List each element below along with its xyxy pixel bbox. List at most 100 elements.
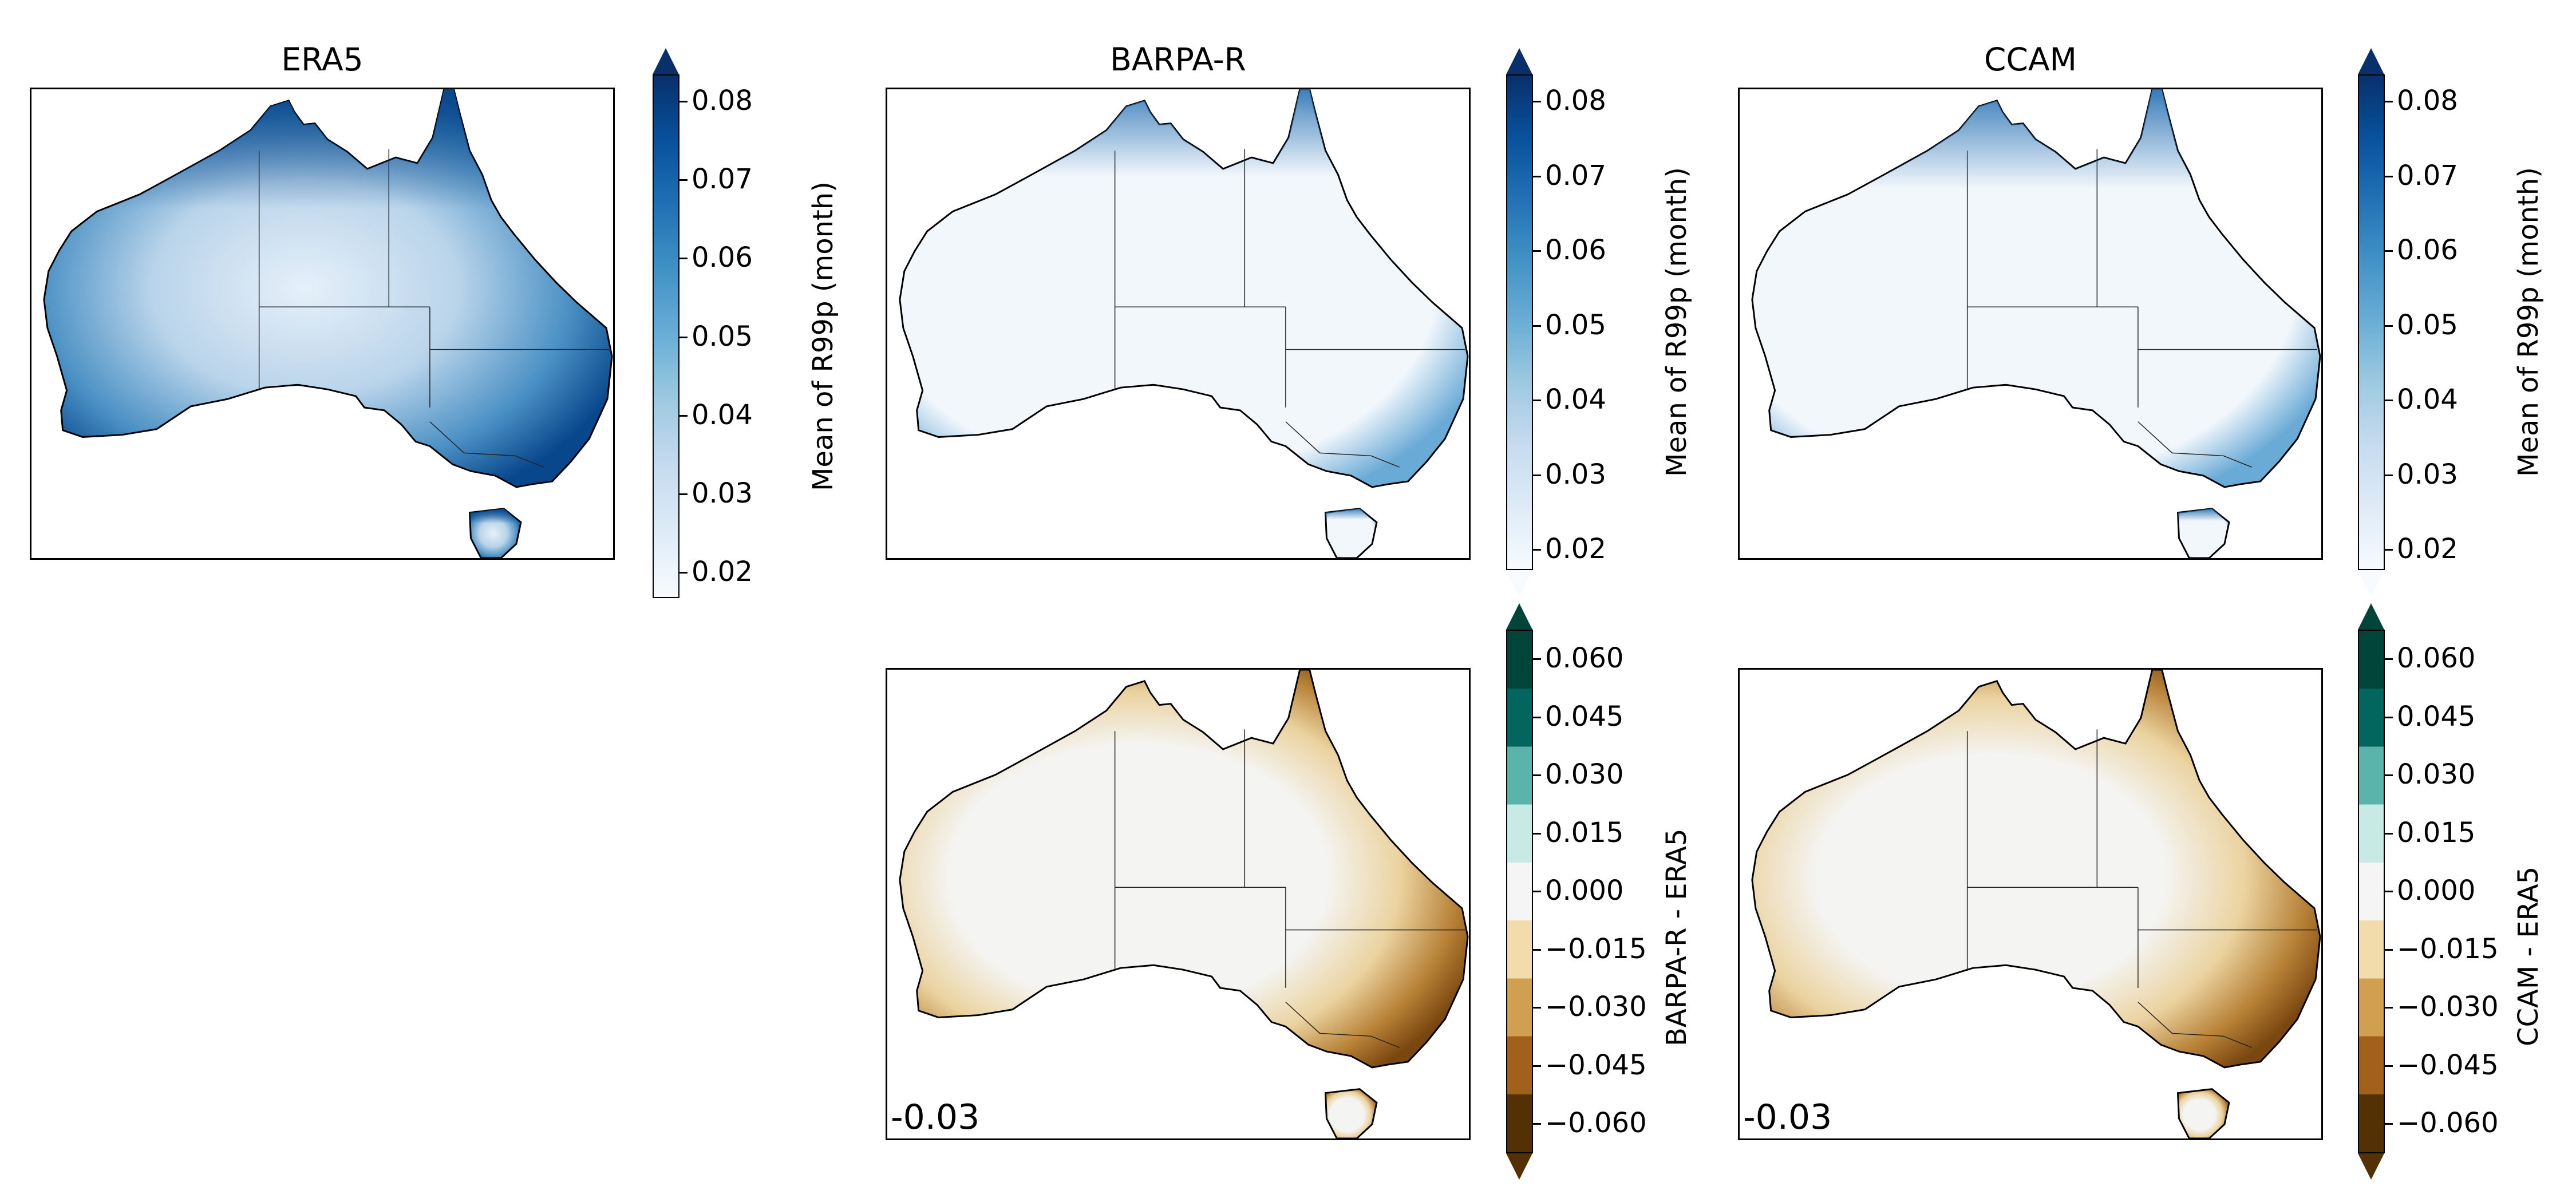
colorbar-tick-mark (2385, 1123, 2393, 1125)
colorbar-tick-mark (2385, 474, 2393, 476)
colorbar-tick-label: 0.08 (2397, 85, 2458, 117)
colorbar-tick-mark (679, 258, 688, 260)
colorbar-label: Mean of R99p (month) (1661, 167, 1693, 477)
colorbar-tick-label: 0.07 (2397, 159, 2458, 192)
north-shading (2178, 508, 2229, 558)
colorbar-tick-label: 0.030 (2397, 758, 2476, 790)
colorbar-tick-label: 0.060 (2397, 642, 2476, 674)
north-shading (44, 89, 613, 487)
colorbar-tick-mark (2385, 400, 2393, 401)
colorbar-label: Mean of R99p (month) (2512, 167, 2545, 477)
ccam-diff-mean-value: -0.03 (1743, 1097, 1832, 1137)
north-shading (899, 89, 1468, 487)
land-shape (899, 670, 1469, 1069)
colorbar-tick-label: 0.04 (692, 398, 753, 431)
colorbar-tick-mark (1533, 325, 1541, 327)
colorbar-extend-top-icon (653, 48, 679, 74)
era5-map (30, 88, 615, 560)
colorbar-tick-label: −0.030 (2397, 991, 2499, 1023)
colorbar-tick-mark (1533, 250, 1541, 252)
colorbar-tick-label: −0.045 (1545, 1049, 1647, 1081)
colorbar-tick-mark (1533, 948, 1541, 951)
colorbar-tick-mark (1533, 474, 1541, 476)
colorbar-tick-mark (679, 101, 688, 102)
colorbar-tick-mark (2385, 716, 2393, 718)
colorbar-tick-mark (2385, 325, 2393, 327)
colorbar-tick-label: 0.02 (1545, 533, 1606, 565)
colorbar-tick-label: 0.03 (1545, 458, 1606, 491)
colorbar-extend-bottom-fill (1508, 570, 1530, 592)
colorbar-tick-mark (2385, 101, 2393, 102)
north-shading (469, 508, 521, 558)
ccam-map (1738, 88, 2323, 560)
colorbar-tick-mark (1533, 549, 1541, 551)
colorbar-tick-mark (1533, 716, 1541, 718)
colorbar-tick-label: 0.02 (692, 556, 753, 588)
colorbar-tick-label: −0.060 (2397, 1107, 2499, 1139)
colorbar-tick-label: 0.030 (1545, 758, 1624, 790)
colorbar-tick-mark (679, 179, 688, 181)
colorbar-tick-label: 0.04 (1545, 383, 1606, 416)
colorbar-tick-mark (2385, 832, 2393, 835)
colorbar-tick-label: 0.03 (2397, 458, 2458, 491)
colorbar-extend-top-icon (1506, 603, 1532, 630)
colorbar-tick-label: 0.03 (692, 477, 753, 509)
colorbar-tick-label: 0.06 (2397, 234, 2458, 266)
colorbar-tick-label: 0.015 (1545, 816, 1624, 849)
colorbar-tick-label: −0.060 (1545, 1107, 1647, 1139)
colorbar-tick-label: 0.045 (1545, 700, 1624, 733)
colorbar-tick-mark (2385, 250, 2393, 252)
colorbar-tick-mark (2385, 549, 2393, 551)
colorbar-strip (2358, 630, 2385, 1153)
colorbar-tick-mark (1533, 175, 1541, 177)
colorbar-tick-label: 0.07 (1545, 159, 1606, 192)
colorbar-tick-mark (2385, 891, 2393, 892)
colorbar-tick-mark (679, 336, 688, 338)
colorbar-tick-label: 0.08 (1545, 85, 1606, 117)
land-shape (2176, 1088, 2230, 1138)
state-border (2138, 1002, 2252, 1048)
colorbar-tick-mark (2385, 175, 2393, 177)
colorbar-tick-label: 0.05 (692, 320, 753, 353)
state-border (1285, 1002, 1400, 1048)
colorbar-tick-mark (1533, 400, 1541, 401)
colorbar-tick-label: 0.060 (1545, 642, 1624, 674)
colorbar-tick-mark (1533, 658, 1541, 660)
colorbar-tick-label: 0.08 (692, 85, 753, 117)
colorbar-tick-mark (2385, 1065, 2393, 1067)
colorbar-tick-label: −0.015 (1545, 932, 1647, 965)
colorbar-extend-top-icon (1506, 48, 1532, 74)
land-shape (1751, 670, 2321, 1069)
colorbar-strip (2358, 74, 2385, 570)
colorbar-tick-label: 0.045 (2397, 700, 2476, 733)
colorbar-extend-bottom-icon (2358, 1153, 2384, 1180)
colorbar-strip (1506, 630, 1533, 1153)
colorbar-tick-mark (1533, 891, 1541, 892)
barpa-title: BARPA-R (1110, 41, 1246, 78)
barpa-diff-mean-value: -0.03 (891, 1097, 980, 1137)
ccam-diff-map: -0.03 (1738, 668, 2323, 1140)
colorbar-tick-label: 0.000 (2397, 875, 2476, 907)
colorbar-tick-mark (1533, 101, 1541, 102)
colorbar-tick-mark (1533, 1007, 1541, 1009)
colorbar-tick-label: 0.07 (692, 163, 753, 196)
colorbar-tick-label: 0.06 (1545, 234, 1606, 266)
colorbar-tick-label: 0.02 (2397, 533, 2458, 565)
colorbar-tick-label: 0.06 (692, 242, 753, 274)
colorbar-tick-mark (1533, 832, 1541, 835)
ccam-title: CCAM (1984, 41, 2077, 78)
barpa-diff-map: -0.03 (886, 668, 1471, 1140)
colorbar-tick-label: 0.000 (1545, 875, 1624, 907)
colorbar-tick-label: −0.030 (1545, 991, 1647, 1023)
colorbar-tick-mark (1533, 774, 1541, 776)
colorbar-extend-top-icon (2358, 48, 2384, 74)
land-shape (1324, 1088, 1378, 1138)
colorbar-tick-label: 0.015 (2397, 816, 2476, 849)
era5-title: ERA5 (281, 41, 364, 78)
north-shading (1325, 508, 1377, 558)
colorbar-tick-label: −0.015 (2397, 932, 2499, 965)
colorbar-label: Mean of R99p (month) (807, 181, 839, 491)
colorbar-tick-mark (2385, 948, 2393, 951)
colorbar-strip (653, 74, 679, 598)
colorbar-tick-mark (2385, 658, 2393, 660)
